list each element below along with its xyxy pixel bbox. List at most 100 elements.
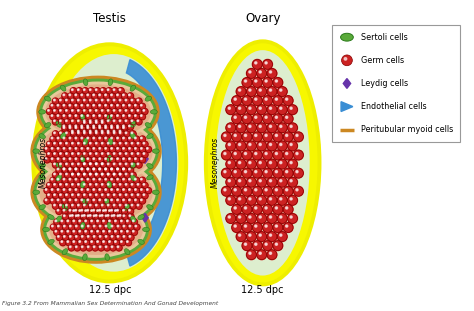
- Ellipse shape: [130, 162, 136, 169]
- Circle shape: [88, 172, 94, 179]
- Circle shape: [221, 132, 231, 142]
- Circle shape: [252, 114, 262, 124]
- Ellipse shape: [39, 161, 153, 224]
- Circle shape: [131, 219, 137, 225]
- Circle shape: [103, 210, 104, 211]
- Circle shape: [125, 120, 127, 122]
- Circle shape: [128, 136, 134, 142]
- Circle shape: [62, 167, 68, 173]
- Circle shape: [221, 168, 231, 178]
- Circle shape: [255, 152, 257, 155]
- Circle shape: [99, 189, 100, 190]
- Circle shape: [51, 199, 53, 201]
- Circle shape: [141, 199, 142, 201]
- Circle shape: [288, 195, 298, 205]
- Circle shape: [133, 230, 134, 232]
- Circle shape: [296, 134, 298, 137]
- Circle shape: [101, 174, 103, 175]
- Circle shape: [118, 98, 124, 104]
- Circle shape: [70, 203, 77, 209]
- Circle shape: [90, 120, 91, 122]
- Circle shape: [286, 171, 288, 173]
- Circle shape: [94, 120, 100, 127]
- Circle shape: [111, 168, 112, 170]
- Circle shape: [137, 142, 139, 144]
- Circle shape: [283, 150, 293, 160]
- Circle shape: [87, 199, 89, 201]
- Circle shape: [72, 215, 73, 216]
- Ellipse shape: [105, 198, 109, 205]
- Circle shape: [77, 99, 79, 101]
- Circle shape: [112, 193, 118, 199]
- Circle shape: [113, 229, 119, 235]
- Circle shape: [98, 214, 104, 220]
- Circle shape: [280, 216, 282, 218]
- Ellipse shape: [130, 85, 136, 91]
- Circle shape: [136, 193, 142, 199]
- Ellipse shape: [146, 164, 153, 169]
- Circle shape: [54, 99, 55, 101]
- Circle shape: [95, 239, 102, 246]
- Circle shape: [70, 193, 77, 199]
- Ellipse shape: [81, 114, 85, 121]
- Circle shape: [277, 141, 287, 151]
- Circle shape: [80, 124, 86, 130]
- Circle shape: [105, 168, 106, 170]
- Circle shape: [78, 219, 84, 225]
- Circle shape: [48, 194, 49, 196]
- Circle shape: [111, 104, 112, 106]
- Circle shape: [265, 243, 267, 245]
- Circle shape: [119, 99, 121, 101]
- Circle shape: [78, 194, 79, 196]
- Circle shape: [224, 171, 226, 173]
- Circle shape: [123, 137, 124, 139]
- Circle shape: [135, 225, 137, 227]
- Ellipse shape: [107, 222, 112, 229]
- Circle shape: [66, 239, 72, 246]
- Circle shape: [91, 198, 98, 204]
- Ellipse shape: [43, 198, 149, 261]
- Circle shape: [221, 186, 231, 196]
- Circle shape: [232, 186, 242, 196]
- Circle shape: [82, 151, 89, 158]
- Circle shape: [115, 114, 122, 120]
- Circle shape: [70, 182, 77, 188]
- Circle shape: [259, 198, 261, 200]
- Circle shape: [46, 193, 53, 199]
- Circle shape: [44, 157, 50, 163]
- Circle shape: [344, 58, 347, 60]
- Circle shape: [128, 158, 130, 160]
- Circle shape: [228, 161, 230, 164]
- Circle shape: [72, 219, 78, 225]
- Circle shape: [99, 215, 101, 216]
- Circle shape: [88, 162, 94, 168]
- Circle shape: [105, 147, 106, 149]
- Circle shape: [99, 168, 100, 169]
- Circle shape: [123, 168, 124, 170]
- Circle shape: [269, 143, 272, 146]
- Ellipse shape: [45, 123, 51, 128]
- Circle shape: [128, 147, 130, 149]
- Circle shape: [113, 109, 115, 111]
- Circle shape: [257, 159, 266, 169]
- Circle shape: [50, 224, 56, 230]
- Circle shape: [131, 229, 137, 235]
- Circle shape: [83, 132, 85, 134]
- Circle shape: [62, 188, 68, 194]
- Circle shape: [60, 173, 61, 175]
- Circle shape: [108, 208, 114, 215]
- Circle shape: [69, 168, 71, 170]
- Circle shape: [56, 157, 62, 163]
- Circle shape: [280, 161, 282, 164]
- Circle shape: [234, 207, 237, 209]
- Circle shape: [72, 153, 73, 154]
- Circle shape: [88, 129, 94, 135]
- Circle shape: [265, 171, 267, 173]
- Circle shape: [74, 245, 81, 251]
- Circle shape: [146, 188, 152, 194]
- Circle shape: [101, 163, 103, 165]
- Circle shape: [70, 225, 71, 227]
- Circle shape: [257, 87, 266, 96]
- Circle shape: [80, 157, 86, 163]
- Circle shape: [63, 168, 64, 169]
